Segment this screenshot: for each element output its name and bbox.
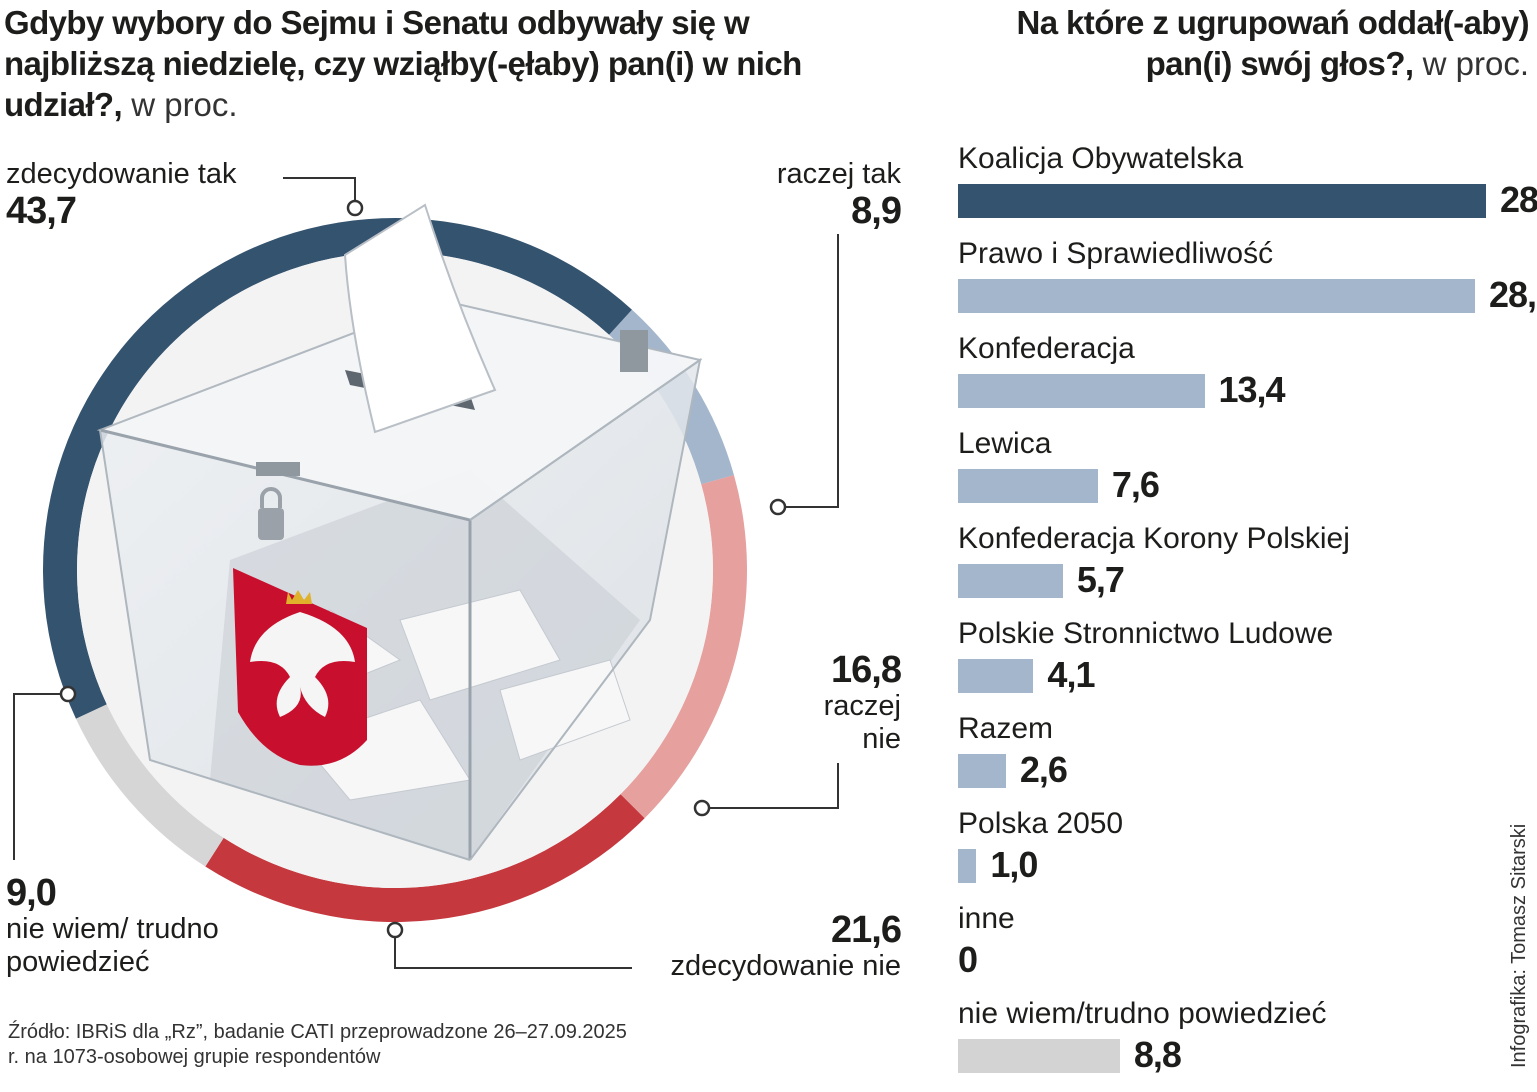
slice-label-text: raczej nie <box>823 690 901 755</box>
bar-value-label: 0 <box>958 939 978 980</box>
bar <box>958 754 1006 788</box>
bar-row: Konfederacja Korony Polskiej 5,7 <box>958 522 1537 617</box>
slice-label-text: raczej tak <box>776 158 901 190</box>
source-note: Źródło: IBRiS dla „Rz”, badanie CATI prz… <box>8 1021 627 1068</box>
left-chart-unit: w proc. <box>122 86 238 123</box>
bar-value-label: 13,4 <box>1218 369 1286 410</box>
bar <box>958 279 1475 313</box>
slice-value: 9,0 <box>6 872 57 914</box>
bar-row: Prawo i Sprawiedliwość 28,1 <box>958 237 1537 332</box>
bar-category-label: inne <box>958 902 1015 935</box>
bar-value-label: 7,6 <box>1111 464 1160 505</box>
bar-category-label: Konfederacja Korony Polskiej <box>958 522 1350 555</box>
leader-zdecydowanie-nie <box>394 933 632 969</box>
marker-dot <box>693 799 711 817</box>
bar-category-label: Lewica <box>958 427 1052 460</box>
bar <box>958 1039 1120 1073</box>
donut-slice-nie-wiem-trudno-powiedzieć <box>75 704 224 867</box>
leader-zdecydowanie-tak <box>283 177 356 208</box>
bar <box>958 849 977 883</box>
bar-row: Konfederacja 13,4 <box>958 332 1537 427</box>
bar-category-label: Polskie Stronnictwo Ludowe <box>958 617 1334 650</box>
bar-category-label: Razem <box>958 712 1054 745</box>
bar <box>958 659 1034 693</box>
bar-category-label: Konfederacja <box>958 332 1135 365</box>
slice-value: 43,7 <box>6 190 77 232</box>
bar-value-label: 5,7 <box>1076 559 1125 600</box>
slice-label-text: zdecydowanie tak <box>6 158 237 190</box>
bar-row: Razem 2,6 <box>958 712 1537 807</box>
bar <box>958 564 1063 598</box>
bar-value-label: 2,6 <box>1019 749 1068 790</box>
label-raczej-nie: 16,8 raczej nie <box>781 649 902 756</box>
marker-dot <box>769 498 787 516</box>
marker-dot <box>386 921 404 939</box>
slice-value: 21,6 <box>831 909 902 951</box>
bar <box>958 374 1205 408</box>
bar-row: Polska 2050 1,0 <box>958 807 1537 902</box>
slice-label-text: zdecydowanie nie <box>670 950 901 982</box>
marker-dot <box>346 199 364 217</box>
bar-value-label: 1,0 <box>990 844 1038 885</box>
ballot-box-illustration <box>96 203 703 861</box>
label-zdecydowanie-nie: 21,6 zdecydowanie nie <box>670 909 902 983</box>
marker-dot <box>59 685 77 703</box>
party-bar-chart: Koalicja Obywatelska 28,7 Prawo i Sprawied… <box>958 142 1537 1092</box>
slice-value: 8,9 <box>851 190 902 232</box>
leader-nie-wiem <box>13 693 66 860</box>
bar-row: Lewica 7,6 <box>958 427 1537 522</box>
bar-category-label: Prawo i Sprawiedliwość <box>958 237 1274 270</box>
polish-eagle-emblem <box>233 568 367 766</box>
leader-raczej-nie <box>704 763 839 809</box>
bar-category-label: Polska 2050 <box>958 807 1124 840</box>
bar-value-label: 28,1 <box>1488 274 1537 315</box>
bar-row: Polskie Stronnictwo Ludowe 4,1 <box>958 617 1537 712</box>
bar <box>958 184 1486 218</box>
right-chart-unit: w proc. <box>1413 45 1529 82</box>
left-chart-title: Gdyby wybory do Sejmu i Senatu odbywały … <box>4 4 802 123</box>
bar-row: inne 0 <box>958 902 1537 997</box>
leader-raczej-tak <box>784 234 839 508</box>
label-zdecydowanie-tak: zdecydowanie tak 43,7 <box>6 158 237 231</box>
label-raczej-tak: raczej tak 8,9 <box>776 158 902 232</box>
donut-slice-zdecydowanie-tak <box>42 217 632 719</box>
donut-slice-zdecydowanie-nie <box>205 794 645 923</box>
bar-row: Koalicja Obywatelska 28,7 <box>958 142 1537 237</box>
bar-value-label: 28,7 <box>1500 179 1537 220</box>
donut-slice-raczej-nie <box>620 475 747 819</box>
right-chart-title: Na które z ugrupowań oddał(-aby) pan(i) … <box>1016 4 1530 82</box>
bar-value-label: 4,1 <box>1047 654 1095 695</box>
bar-row: nie wiem/trudno powiedzieć 8,8 <box>958 997 1537 1092</box>
bar-category-label: nie wiem/trudno powiedzieć <box>958 997 1327 1030</box>
label-nie-wiem: 9,0 nie wiem/ trudno powiedzieć <box>6 873 306 979</box>
turnout-donut-chart <box>13 177 839 969</box>
bar <box>958 469 1098 503</box>
slice-value: 16,8 <box>831 649 902 691</box>
bar-value-label: 8,8 <box>1133 1034 1182 1075</box>
bar-category-label: Koalicja Obywatelska <box>958 142 1244 175</box>
slice-label-text: nie wiem/ trudno powiedzieć <box>6 913 219 978</box>
